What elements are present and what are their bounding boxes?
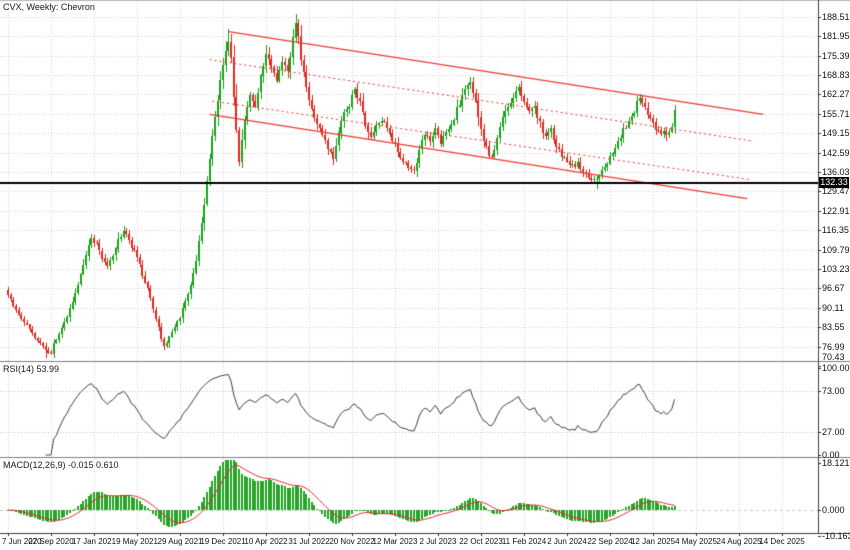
price-axis-label: 136.03 — [822, 167, 850, 177]
price-axis-label: 122.91 — [822, 206, 850, 216]
time-axis-label: 12 Jan 2025 — [630, 537, 676, 546]
time-axis-label: 10 Apr 2022 — [244, 537, 288, 546]
time-axis-label: 29 Aug 2021 — [157, 537, 203, 546]
time-axis-label: 2 Jun 2024 — [547, 537, 587, 546]
time-axis-label: 4 May 2025 — [675, 537, 717, 546]
time-axis-label: 7 Jun 2020 — [2, 537, 42, 546]
time-axis-label: 19 Dec 2021 — [200, 537, 246, 546]
price-axis-label: 168.83 — [822, 70, 850, 80]
price-axis-label: 188.51 — [822, 12, 850, 22]
macd-indicator-label: MACD(12,26,9) -0.015 0.610 — [3, 460, 119, 470]
price-axis-label: 175.39 — [822, 51, 850, 61]
time-axis-label: 11 Feb 2024 — [501, 537, 547, 546]
macd-axis-label: 0.000 — [822, 505, 845, 515]
price-axis-label: 103.23 — [822, 264, 850, 274]
time-axis-label: 20 Nov 2022 — [329, 537, 375, 546]
rsi-axis-label: 27.00 — [822, 427, 845, 437]
price-axis-label: 90.11 — [822, 303, 844, 313]
price-axis-label: 181.95 — [822, 31, 850, 41]
time-axis-label: 14 Dec 2025 — [759, 537, 805, 546]
price-axis-label: 149.15 — [822, 128, 850, 138]
time-axis-label: 17 Jan 2021 — [71, 537, 117, 546]
price-axis-label: 116.35 — [822, 225, 849, 235]
rsi-indicator-label: RSI(14) 53.99 — [3, 364, 60, 374]
price-axis-label: 83.55 — [822, 322, 845, 332]
chart-title: CVX, Weekly: Chevron — [3, 2, 95, 12]
price-line-label: 132.33 — [819, 177, 849, 188]
price-axis-label: 109.79 — [822, 245, 850, 255]
time-axis-label: 22 Oct 2023 — [459, 537, 503, 546]
price-axis-label: 70.43 — [822, 352, 845, 362]
price-axis-label: 155.71 — [822, 109, 850, 119]
time-axis-label: 27 Sep 2020 — [28, 537, 74, 546]
macd-axis-label: 18.121 — [822, 458, 850, 468]
rsi-axis-label: 100.00 — [822, 363, 850, 373]
time-axis-label: 2 Jul 2023 — [419, 537, 457, 546]
price-axis-label: 96.67 — [822, 283, 845, 293]
price-axis-label: 162.27 — [822, 89, 850, 99]
price-axis-label: 129.47 — [822, 186, 850, 196]
rsi-axis-label: 0.00 — [822, 450, 840, 460]
price-axis-label: 142.59 — [822, 148, 850, 158]
time-axis-label: 22 Sep 2024 — [587, 537, 633, 546]
time-axis-label: 24 Aug 2025 — [716, 537, 762, 546]
time-axis-label: 12 Mar 2023 — [372, 537, 418, 546]
price-axis-label: 76.99 — [822, 342, 845, 352]
time-axis-label: 9 May 2021 — [116, 537, 158, 546]
rsi-axis-label: 73.00 — [822, 386, 845, 396]
time-axis-label: 31 Jul 2022 — [288, 537, 330, 546]
macd-axis-label: -10.163 — [822, 531, 850, 541]
